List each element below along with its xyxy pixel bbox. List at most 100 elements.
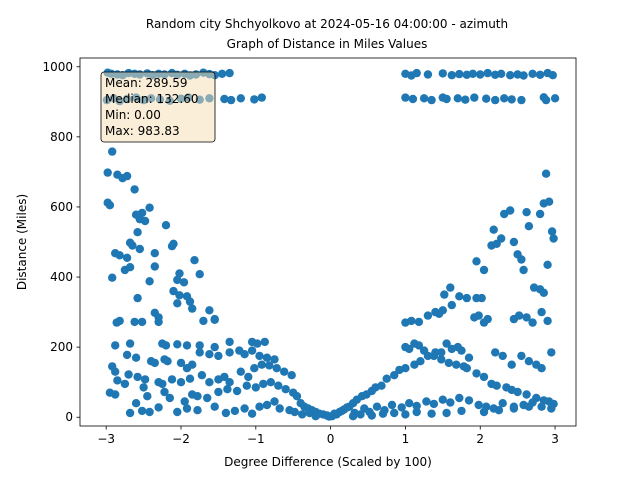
data-point — [161, 221, 171, 230]
data-point — [414, 341, 424, 350]
data-point — [259, 379, 268, 389]
data-point — [372, 402, 382, 411]
data-point — [330, 409, 339, 418]
x-tick-label: −3 — [97, 432, 115, 446]
data-point — [274, 381, 283, 390]
data-point — [125, 339, 135, 348]
data-point — [429, 399, 439, 409]
data-point — [446, 398, 455, 407]
data-point — [182, 341, 192, 350]
data-point — [446, 283, 455, 292]
x-tick-label: 0 — [327, 432, 335, 446]
data-point — [537, 364, 546, 373]
data-point — [130, 185, 139, 194]
stats-mean: Mean: 289.59 — [105, 76, 188, 90]
data-point — [125, 408, 135, 418]
data-point — [255, 402, 264, 411]
data-point — [265, 361, 274, 370]
y-tick-label: 1000 — [42, 60, 73, 74]
data-point — [236, 94, 245, 103]
data-point — [255, 351, 264, 361]
data-point — [154, 317, 163, 327]
x-tick-label: −1 — [247, 432, 265, 446]
data-point — [438, 395, 447, 404]
data-point — [514, 311, 524, 320]
chart-title-line-1: Random city Shchyolkovo at 2024-05-16 04… — [146, 17, 508, 31]
data-point — [262, 353, 272, 362]
data-point — [509, 404, 519, 413]
data-point — [272, 364, 281, 373]
data-point — [139, 383, 148, 392]
stats-max: Max: 983.83 — [105, 124, 180, 138]
x-tick-label: −2 — [172, 432, 190, 446]
data-point — [498, 399, 507, 408]
stats-median: Median: 132.60 — [105, 92, 199, 106]
data-point — [434, 309, 444, 318]
data-point — [497, 234, 506, 243]
x-tick-label: 3 — [551, 432, 559, 446]
data-point — [221, 408, 231, 418]
data-point — [203, 393, 212, 403]
data-point — [468, 69, 477, 79]
data-point — [242, 381, 251, 390]
y-axis-label: Distance (Miles) — [15, 194, 29, 290]
y-tick-label: 0 — [65, 410, 73, 424]
data-point — [195, 270, 204, 279]
data-point — [250, 364, 259, 373]
data-point — [483, 314, 492, 324]
data-point — [112, 318, 121, 327]
data-point — [455, 69, 464, 79]
data-point — [464, 353, 474, 362]
x-tick-label: 2 — [476, 432, 484, 446]
data-point — [225, 337, 234, 347]
data-point — [173, 340, 182, 349]
data-point — [133, 293, 142, 303]
data-point — [437, 355, 446, 364]
data-point — [257, 93, 266, 102]
data-point — [210, 342, 219, 352]
data-point — [548, 71, 557, 80]
x-axis-ticks: −3 −2 −1 0 1 2 3 — [97, 426, 559, 446]
data-point — [455, 393, 464, 403]
plot-frame — [79, 57, 577, 427]
data-point — [195, 341, 204, 350]
data-point — [122, 350, 132, 360]
data-point — [173, 407, 182, 417]
data-point — [260, 337, 269, 347]
data-point — [387, 400, 397, 410]
data-point — [422, 397, 431, 406]
data-point — [270, 355, 279, 364]
data-point — [205, 350, 214, 359]
data-point — [175, 269, 184, 278]
data-point — [348, 412, 358, 421]
data-point — [457, 346, 466, 355]
data-point — [541, 169, 551, 178]
data-point — [427, 409, 436, 418]
data-point — [524, 357, 534, 366]
data-point — [507, 95, 516, 104]
x-tick-label: 1 — [402, 432, 410, 446]
data-point — [188, 304, 197, 313]
data-point — [240, 350, 249, 359]
data-point — [236, 367, 245, 376]
data-point — [474, 400, 483, 410]
data-point — [440, 290, 449, 299]
data-point — [135, 244, 144, 254]
data-point — [220, 94, 229, 104]
data-point — [382, 374, 391, 383]
data-point — [185, 297, 195, 306]
y-tick-label: 400 — [50, 270, 73, 284]
data-point — [470, 93, 479, 102]
data-point — [414, 317, 424, 327]
data-point — [173, 299, 182, 308]
data-point — [457, 406, 466, 416]
data-point — [442, 408, 451, 418]
data-point — [145, 277, 154, 286]
data-point — [377, 381, 386, 390]
data-point — [412, 407, 421, 417]
data-point — [253, 339, 262, 348]
data-point — [160, 387, 169, 397]
data-point — [528, 318, 537, 327]
data-point — [292, 392, 302, 401]
